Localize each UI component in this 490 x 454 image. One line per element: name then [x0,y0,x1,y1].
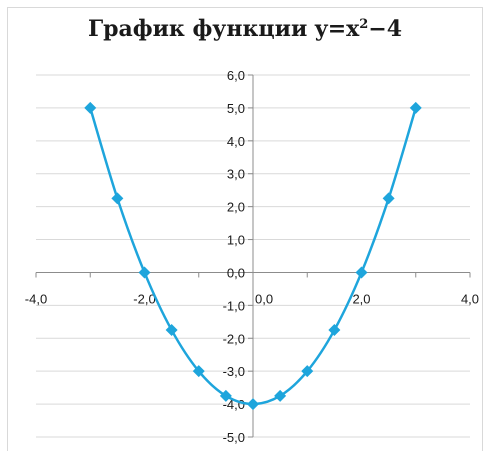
x-tick-label: 4,0 [461,291,479,306]
y-tick-label: -3,0 [223,364,245,379]
chart-title-main: График функции y=x [87,16,360,42]
data-point-marker [355,266,368,279]
data-point-marker [111,192,124,205]
data-point-marker [301,365,314,378]
data-point-marker [409,101,422,114]
data-point-marker [84,101,97,114]
data-point-marker [165,324,178,337]
y-tick-label: 1,0 [227,233,245,248]
x-tick-label: 0,0 [255,291,273,306]
x-tick-label: 2,0 [352,291,370,306]
data-point-marker [247,398,259,411]
y-tick-label: -2,0 [223,331,245,346]
chart-title: График функции y=x2−4 [0,16,490,42]
data-point-marker [192,365,205,378]
data-point-marker [274,389,287,402]
data-point-marker [328,324,341,337]
y-tick-label: 0,0 [227,265,245,280]
data-point-marker [219,389,232,402]
x-tick-label: -2,0 [133,291,155,306]
chart-title-superscript: 2 [359,17,369,32]
chart-frame [7,7,483,451]
x-tick-label: -4,0 [25,291,47,306]
y-tick-label: -1,0 [223,298,245,313]
chart-title-tail: −4 [368,16,403,42]
y-tick-label: 3,0 [227,167,245,182]
y-tick-label: 4,0 [227,134,245,149]
data-point-marker [382,192,395,205]
data-point-marker [138,266,151,279]
y-tick-label: -5,0 [223,430,245,445]
y-tick-label: 2,0 [227,200,245,215]
y-tick-label: 6,0 [227,68,245,83]
y-tick-label: 5,0 [227,101,245,116]
